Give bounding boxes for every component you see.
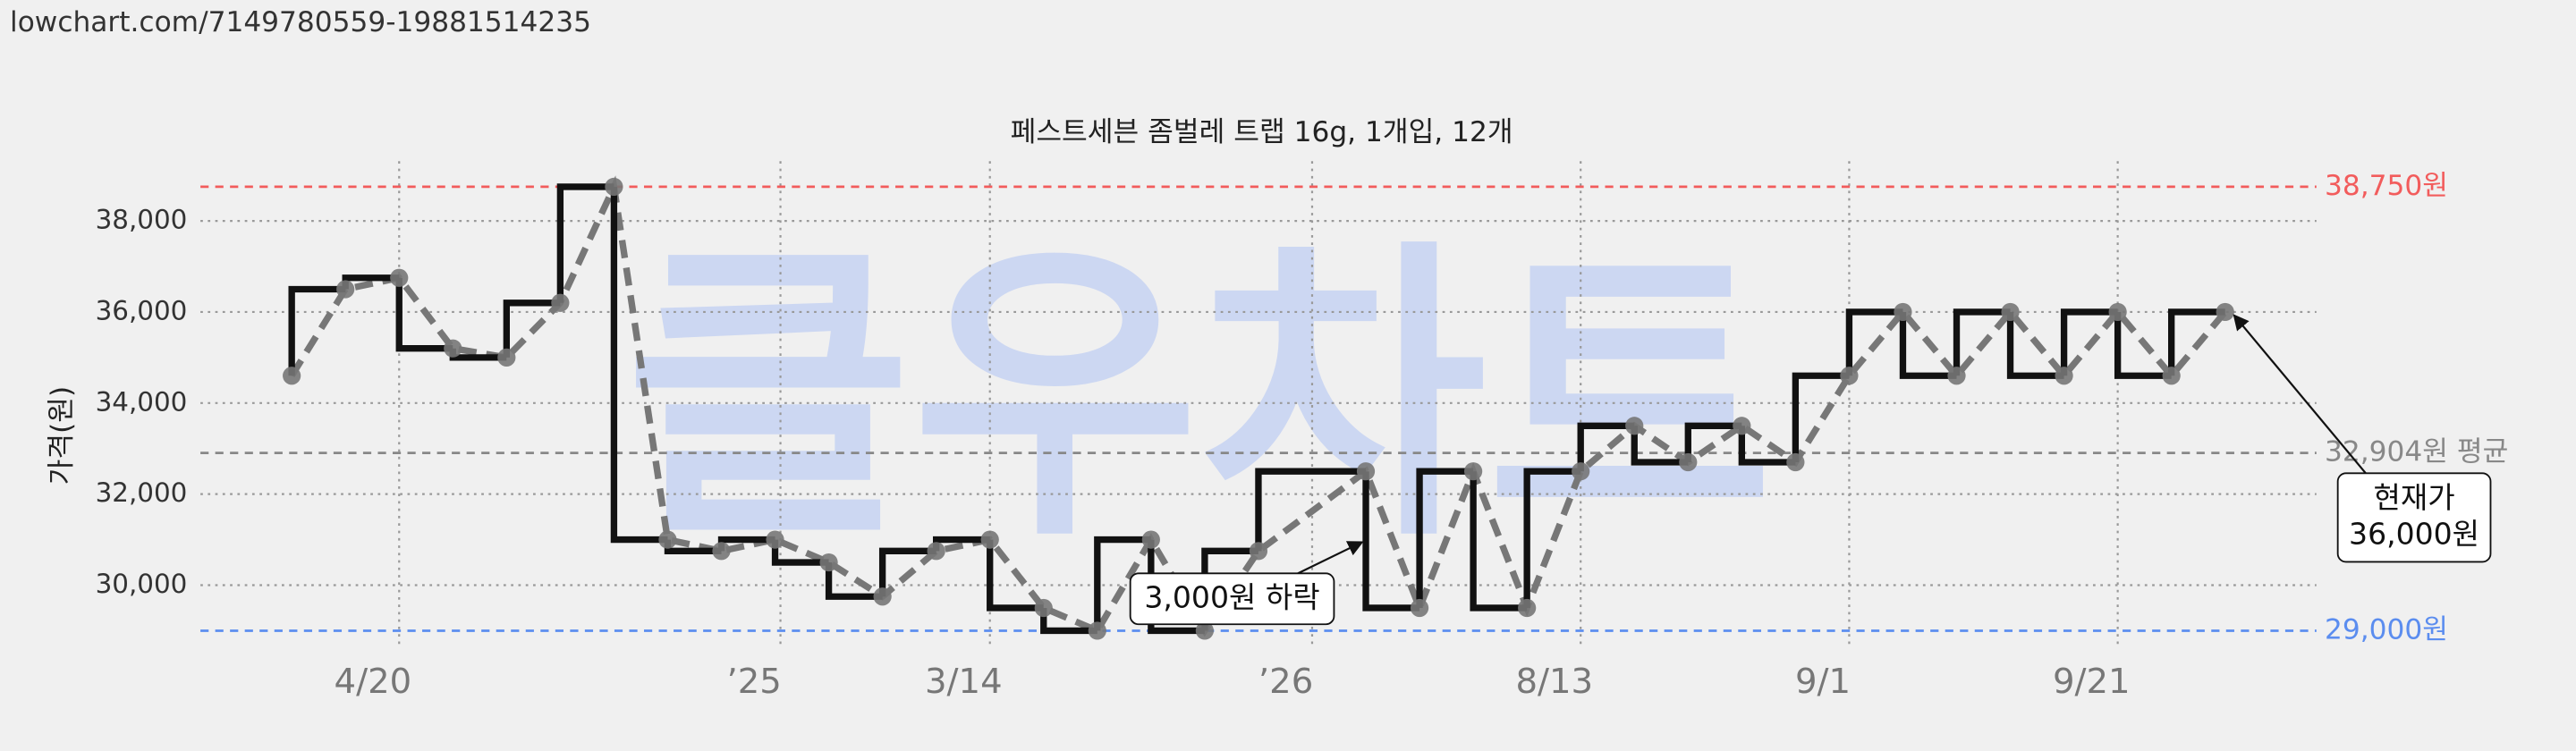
x-tick-label: ’26	[1258, 662, 1313, 702]
price-point	[1410, 598, 1429, 618]
price-step	[556, 183, 614, 303]
price-point	[1679, 452, 1698, 472]
price-point	[1894, 302, 1912, 322]
price-point	[766, 530, 784, 549]
x-tick-label: 9/21	[2053, 662, 2131, 702]
price-point	[2162, 367, 2181, 385]
price-point	[283, 367, 301, 385]
price-point	[1464, 462, 1483, 481]
price-point	[2001, 302, 2020, 322]
price-point	[605, 177, 623, 197]
reference-label: 32,904원 평균	[2325, 436, 2508, 468]
y-axis-label: 가격(원)	[46, 386, 78, 485]
watermark: 클우차트	[625, 215, 1774, 578]
price-step	[503, 300, 561, 358]
price-point	[1625, 417, 1644, 435]
price-point	[2055, 367, 2073, 385]
price-step	[395, 277, 453, 352]
price-step	[1684, 422, 1742, 463]
price-step	[1362, 471, 1420, 612]
price-point	[1249, 542, 1268, 561]
price-point	[1141, 530, 1160, 549]
price-step	[825, 562, 883, 600]
price-step	[1094, 536, 1151, 631]
price-point	[1572, 462, 1590, 481]
y-tick-label: 34,000	[96, 386, 188, 417]
x-tick-label: 4/20	[335, 662, 412, 702]
price-point	[1947, 367, 1966, 385]
y-tick-label: 32,000	[96, 477, 188, 508]
price-point	[712, 542, 731, 561]
x-tick-label: 9/1	[1795, 662, 1851, 702]
x-tick-label: 8/13	[1516, 662, 1594, 702]
price-point	[2216, 302, 2234, 322]
price-step	[1416, 468, 1474, 608]
annotation-box	[2336, 472, 2492, 563]
price-point	[1840, 367, 1859, 385]
price-step	[2114, 311, 2172, 379]
x-tick-label: 3/14	[925, 662, 1003, 702]
price-point	[390, 268, 409, 287]
price-point	[1195, 621, 1214, 640]
y-tick-label: 38,000	[96, 205, 188, 235]
url: lowchart.com/7149780559-19881514235	[10, 6, 591, 38]
price-step	[1792, 372, 1850, 463]
price-step	[2060, 308, 2118, 376]
price-step	[288, 285, 346, 376]
price-point	[1786, 452, 1805, 472]
y-tick-label: 30,000	[96, 569, 188, 599]
price-point	[2108, 302, 2127, 322]
reference-label: 38,750원	[2325, 170, 2448, 202]
annotation-text: 현재가	[2373, 480, 2454, 515]
price-step	[2006, 311, 2064, 379]
price-step	[1577, 422, 1635, 472]
price-step	[1523, 468, 1581, 608]
price-step	[1899, 311, 1957, 379]
price-step	[1255, 468, 1367, 552]
annotation-arrow	[2233, 314, 2367, 474]
x-tick-label: ’25	[726, 662, 781, 702]
reference-label: 29,000원	[2325, 613, 2448, 646]
price-point	[873, 587, 892, 606]
annotation-arrow	[1297, 541, 1364, 575]
price-point	[1733, 417, 1751, 435]
price-point	[1034, 598, 1053, 618]
price-point	[551, 293, 570, 312]
annotation-text: 36,000원	[2349, 517, 2479, 552]
annotation-text: 3,000원 하락	[1144, 579, 1319, 614]
price-point	[336, 280, 355, 299]
price-step	[1953, 308, 2011, 376]
price-step	[1631, 426, 1689, 466]
price-step	[987, 539, 1044, 612]
price-point	[927, 542, 945, 561]
chart-title: 페스트세븐 좀벌레 트랩 16g, 1개입, 12개	[1011, 116, 1513, 148]
price-step	[1148, 539, 1205, 635]
price-point	[658, 530, 677, 549]
price-step	[610, 186, 668, 544]
price-point	[980, 530, 999, 549]
price-step	[1845, 308, 1903, 376]
price-point	[1518, 598, 1537, 618]
price-point	[497, 348, 516, 367]
price-step	[878, 547, 936, 597]
price-point	[444, 339, 462, 358]
price-point	[1088, 621, 1106, 640]
price-step	[1738, 426, 1796, 466]
price-step	[1470, 471, 1528, 612]
y-tick-label: 36,000	[96, 295, 188, 325]
price-step	[2168, 308, 2225, 376]
annotation-box	[1129, 572, 1335, 626]
price-point	[1356, 462, 1376, 481]
price-point	[819, 553, 838, 572]
